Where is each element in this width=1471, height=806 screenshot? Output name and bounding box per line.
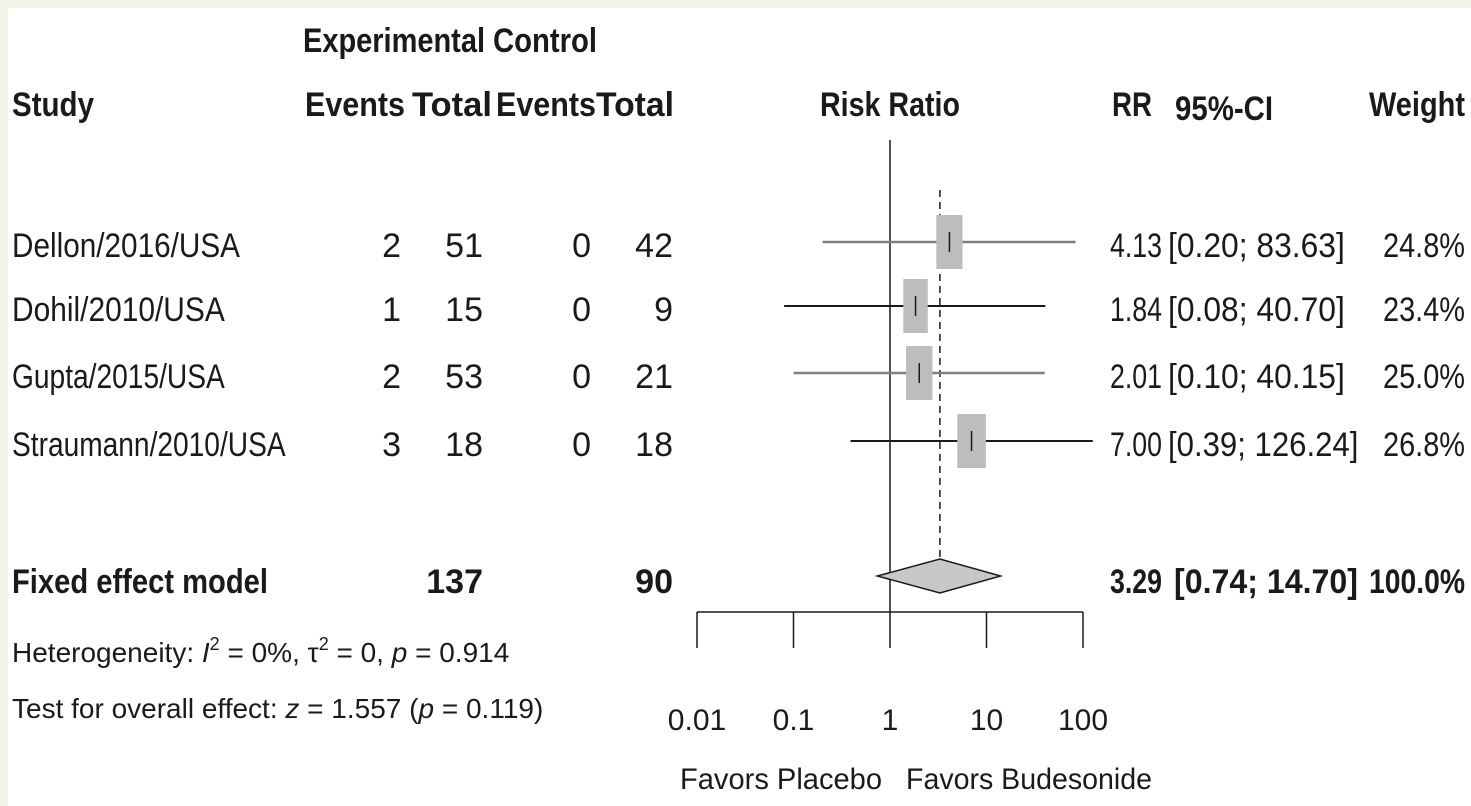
ctl-events: 0: [572, 227, 591, 265]
x-tick-label: 1: [882, 704, 899, 737]
ctl-total: 18: [635, 426, 673, 464]
study-name: Dohil/2010/USA: [12, 291, 225, 329]
favors-budesonide-label: Favors Budesonide: [906, 763, 1152, 796]
header-rr: RR: [1112, 86, 1152, 124]
study-rows: Dellon/2016/USA 2 51 0 42 4.13 [0.20; 83.63] 24…: [12, 227, 1465, 464]
x-tick-label: 10: [970, 704, 1003, 737]
header-exp-total: Total: [412, 86, 492, 124]
heterogeneity-text: Heterogeneity: I2 = 0%, τ2 = 0, p = 0.91…: [12, 634, 509, 668]
study-ci: [0.08; 40.70]: [1168, 291, 1345, 329]
header-ctl-events: Events: [496, 86, 596, 124]
exp-events: 2: [382, 227, 401, 265]
pooled-exp-total: 137: [426, 563, 483, 601]
forest-plot: Experimental Control Study Events Total …: [12, 22, 1465, 796]
plot-marks: [784, 215, 1093, 594]
ctl-total: 42: [635, 227, 673, 265]
header-risk-ratio: Risk Ratio: [820, 86, 960, 124]
forest-plot-panel: Experimental Control Study Events Total …: [8, 8, 1471, 806]
exp-events: 2: [382, 358, 401, 396]
study-rr: 1.84: [1110, 291, 1162, 329]
pooled-diamond: [874, 558, 1004, 594]
exp-total: 15: [445, 291, 483, 329]
study-weight: 24.8%: [1383, 227, 1465, 265]
study-rr: 2.01: [1110, 358, 1162, 396]
exp-events: 1: [382, 291, 401, 329]
favors-placebo-label: Favors Placebo: [680, 763, 882, 796]
study-name: Gupta/2015/USA: [12, 358, 225, 396]
study-rr: 4.13: [1110, 227, 1162, 265]
study-row: Dellon/2016/USA 2 51 0 42 4.13 [0.20; 83.63] 24…: [12, 227, 1465, 265]
study-name: Dellon/2016/USA: [12, 227, 240, 265]
exp-events: 3: [382, 426, 401, 464]
pooled-ci: [0.74; 14.70]: [1174, 563, 1358, 601]
ctl-events: 0: [572, 291, 591, 329]
x-tick-label: 100: [1058, 704, 1108, 737]
study-row: Dohil/2010/USA 1 15 0 9 1.84 [0.08; 40.70] 23.4…: [12, 291, 1465, 329]
study-ci: [0.20; 83.63]: [1168, 227, 1345, 265]
pooled-row: Fixed effect model 137 90 3.29 [0.74; 14…: [12, 563, 1465, 601]
study-weight: 23.4%: [1383, 291, 1465, 329]
header-ci: 95%-CI: [1175, 90, 1273, 128]
header-study: Study: [12, 86, 94, 124]
exp-total: 51: [445, 227, 483, 265]
study-rr: 7.00: [1110, 426, 1162, 464]
header-control: Control: [493, 22, 597, 60]
exp-total: 53: [445, 358, 483, 396]
x-tick-label: 0.1: [773, 704, 815, 737]
ctl-total: 9: [654, 291, 673, 329]
overall-effect-text: Test for overall effect: z = 1.557 (p = …: [12, 693, 543, 724]
study-row: Straumann/2010/USA 3 18 0 18 7.00 [0.39; 126.2…: [12, 426, 1465, 464]
study-ci: [0.39; 126.24]: [1168, 426, 1358, 464]
statistics: Heterogeneity: I2 = 0%, τ2 = 0, p = 0.91…: [12, 634, 543, 724]
pooled-weight: 100.0%: [1369, 563, 1465, 601]
pooled-name: Fixed effect model: [12, 563, 268, 601]
ctl-total: 21: [635, 358, 673, 396]
header-ctl-total: Total: [596, 86, 674, 124]
exp-total: 18: [445, 426, 483, 464]
study-weight: 26.8%: [1383, 426, 1465, 464]
header-weight: Weight: [1369, 86, 1465, 124]
study-name: Straumann/2010/USA: [12, 426, 286, 464]
header: Experimental Control Study Events Total …: [12, 22, 1465, 128]
pooled-rr: 3.29: [1110, 563, 1162, 601]
pooled-ctl-total: 90: [635, 563, 673, 601]
header-experimental: Experimental: [303, 22, 485, 60]
study-ci: [0.10; 40.15]: [1168, 358, 1345, 396]
header-exp-events: Events: [305, 86, 405, 124]
favors-labels: Favors Placebo Favors Budesonide: [680, 763, 1152, 796]
ctl-events: 0: [572, 426, 591, 464]
study-weight: 25.0%: [1383, 358, 1465, 396]
study-row: Gupta/2015/USA 2 53 0 21 2.01 [0.10; 40.15] 25.…: [12, 358, 1465, 396]
ctl-events: 0: [572, 358, 591, 396]
x-axis: 0.01 0.1 1 10 100: [668, 611, 1108, 737]
x-tick-label: 0.01: [668, 704, 726, 737]
